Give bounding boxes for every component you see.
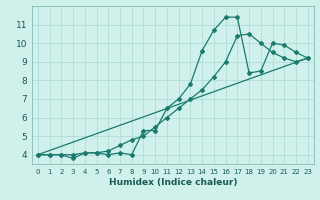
X-axis label: Humidex (Indice chaleur): Humidex (Indice chaleur): [108, 178, 237, 187]
